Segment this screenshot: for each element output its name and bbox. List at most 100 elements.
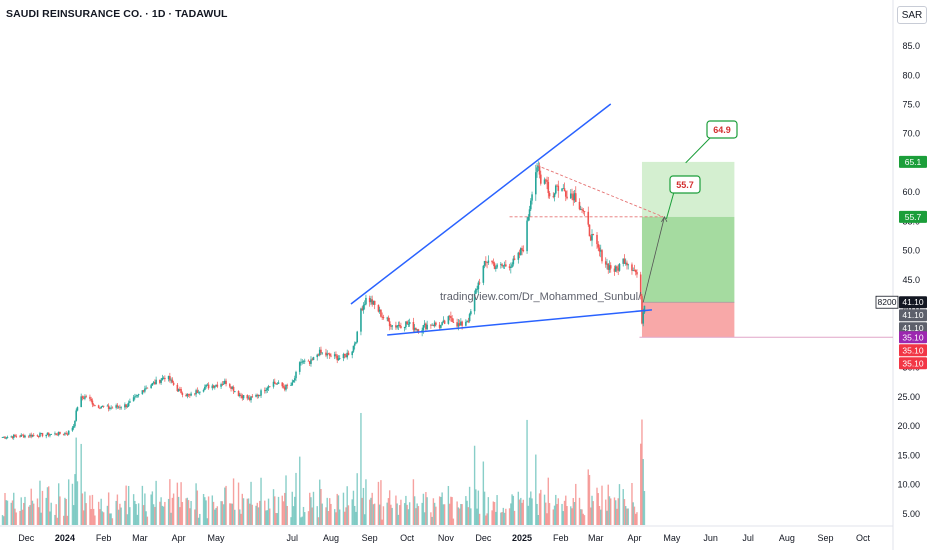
candle-body [202, 389, 205, 392]
candle-body [316, 354, 319, 358]
candle-body [14, 434, 16, 436]
volume-bar [310, 497, 312, 525]
price-badge-a: 41.10 [902, 310, 924, 320]
candle-body [368, 297, 371, 303]
candle-body [230, 386, 232, 389]
volume-bar [587, 469, 589, 525]
candle-body [325, 352, 327, 356]
candle-body [623, 258, 626, 264]
volume-bar [255, 505, 257, 525]
candle-body [500, 264, 502, 266]
candle-body [526, 220, 528, 252]
candle-body [116, 405, 119, 407]
candle-body [277, 382, 280, 384]
candle-body [337, 358, 340, 361]
candle-body [248, 397, 251, 401]
volume-bar [325, 507, 327, 525]
candle-body [423, 323, 426, 326]
volume-bar [45, 497, 47, 525]
volume-bar [511, 494, 513, 525]
candle-body [100, 406, 102, 409]
last-price-badge-prefix: 8200 [878, 297, 897, 307]
volume-bar [642, 459, 644, 525]
candle-body [592, 234, 595, 235]
volume-bar [195, 483, 197, 525]
x-tick-label: Oct [856, 533, 871, 543]
x-tick-label: Oct [400, 533, 415, 543]
volume-bar [281, 495, 283, 525]
volume-bar [583, 515, 586, 525]
volume-bar [80, 443, 82, 525]
volume-bar [312, 491, 315, 525]
volume-bar [380, 480, 382, 525]
volume-bar [355, 511, 357, 525]
candle-body [160, 380, 162, 383]
candle-body [330, 355, 332, 357]
candle-body [503, 264, 506, 266]
volume-bar [240, 513, 242, 525]
volume-bar [89, 495, 91, 525]
candle-body [632, 270, 635, 271]
candle-body [326, 353, 329, 356]
candle-body [345, 355, 347, 358]
candle-body [473, 293, 476, 312]
volume-bar [38, 507, 40, 525]
candle-body [346, 352, 349, 358]
volume-bar [537, 514, 539, 525]
volume-bar [241, 493, 243, 525]
volume-bar [590, 507, 592, 525]
candle-body [371, 299, 373, 305]
candle-body [106, 405, 109, 407]
candle-body [636, 272, 638, 275]
volume-bar [119, 503, 121, 525]
candle-body [557, 185, 560, 191]
candle-body [510, 267, 512, 268]
volume-bar [354, 505, 356, 525]
candle-body [395, 325, 397, 328]
candle-body [380, 309, 382, 317]
volume-bar [622, 489, 624, 525]
candle-body [72, 426, 75, 428]
y-tick-label: 50.0 [902, 246, 920, 256]
candle-body [361, 308, 363, 311]
volume-bar [239, 509, 241, 525]
volume-bar [127, 485, 130, 525]
candle-body [561, 188, 563, 191]
currency-button[interactable]: SAR [897, 6, 927, 24]
volume-bar [247, 498, 250, 525]
candle-body [321, 352, 324, 354]
volume-bar [400, 499, 402, 525]
candle-body [415, 328, 417, 331]
candle-body [137, 394, 140, 396]
volume-bar [631, 482, 633, 525]
candle-body [186, 393, 189, 397]
candle-body [120, 407, 122, 409]
candle-body [450, 316, 452, 319]
candle-body [356, 331, 358, 343]
volume-bar [470, 508, 472, 525]
volume-bar [556, 504, 558, 525]
candle-body [613, 268, 616, 272]
x-tick-label: Jun [703, 533, 718, 543]
candle-body [426, 324, 428, 330]
candle-body [32, 435, 35, 436]
volume-bar [189, 508, 191, 525]
volume-bar [477, 490, 480, 525]
candle-body [81, 396, 84, 398]
target2-callout-label: 64.9 [713, 125, 731, 135]
candle-body [179, 388, 181, 390]
volume-bar [125, 485, 127, 525]
volume-bar [94, 515, 96, 525]
volume-bar [390, 504, 392, 525]
candle-body [617, 268, 620, 271]
volume-bar [546, 513, 548, 525]
volume-bar [339, 509, 341, 525]
candle-body [293, 378, 296, 381]
candle-body [441, 322, 443, 326]
volume-bar [351, 499, 353, 525]
candle-body [501, 264, 503, 267]
volume-bar [467, 507, 470, 525]
volume-bar [277, 496, 280, 525]
candle-body [433, 322, 436, 327]
